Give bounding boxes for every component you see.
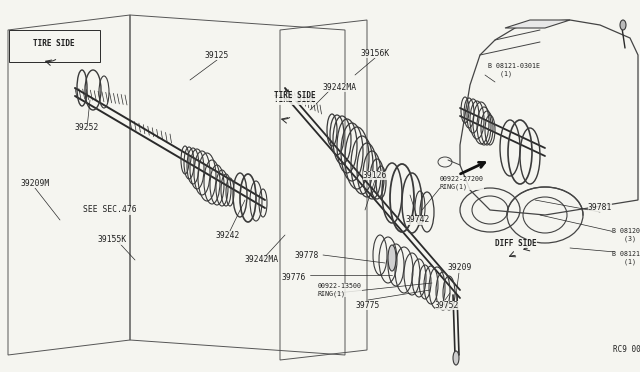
Text: 39126: 39126 bbox=[363, 170, 387, 180]
Text: 39209M: 39209M bbox=[20, 179, 50, 187]
Text: DIFF SIDE: DIFF SIDE bbox=[495, 238, 537, 247]
Text: 39242: 39242 bbox=[216, 231, 240, 240]
Text: RC9 0008: RC9 0008 bbox=[613, 346, 640, 355]
Text: B 08121-0301E
   (1): B 08121-0301E (1) bbox=[488, 63, 540, 77]
Text: 39125: 39125 bbox=[205, 51, 229, 60]
Text: TIRE SIDE: TIRE SIDE bbox=[274, 92, 316, 100]
Text: 39209: 39209 bbox=[448, 263, 472, 273]
Text: TIRE SIDE: TIRE SIDE bbox=[274, 96, 316, 105]
Text: 39156K: 39156K bbox=[360, 48, 390, 58]
Text: SEE SEC.476: SEE SEC.476 bbox=[83, 205, 137, 215]
Text: TIRE SIDE: TIRE SIDE bbox=[33, 38, 75, 48]
Text: 00922-27200
RING(1): 00922-27200 RING(1) bbox=[440, 176, 484, 190]
Text: 39775: 39775 bbox=[356, 301, 380, 310]
Text: 39781: 39781 bbox=[588, 202, 612, 212]
Text: 39155K: 39155K bbox=[97, 235, 127, 244]
Text: 39242MA: 39242MA bbox=[323, 83, 357, 92]
Polygon shape bbox=[505, 20, 570, 28]
Text: 39242MA: 39242MA bbox=[245, 256, 279, 264]
Ellipse shape bbox=[620, 20, 626, 30]
Text: 39752: 39752 bbox=[435, 301, 459, 310]
Text: TIRE SIDE: TIRE SIDE bbox=[33, 38, 75, 48]
Ellipse shape bbox=[453, 351, 459, 365]
Ellipse shape bbox=[388, 245, 396, 271]
Text: B 08120-8351E
   (3): B 08120-8351E (3) bbox=[612, 228, 640, 242]
Text: 39742: 39742 bbox=[406, 215, 430, 224]
Text: 39778: 39778 bbox=[294, 250, 319, 260]
Text: 39252: 39252 bbox=[75, 124, 99, 132]
Text: 39776: 39776 bbox=[282, 273, 306, 282]
Text: B 08121-0401E
   (1): B 08121-0401E (1) bbox=[612, 251, 640, 265]
Bar bbox=[9, 30, 100, 62]
Text: 00922-13500
RING(1): 00922-13500 RING(1) bbox=[318, 283, 362, 297]
